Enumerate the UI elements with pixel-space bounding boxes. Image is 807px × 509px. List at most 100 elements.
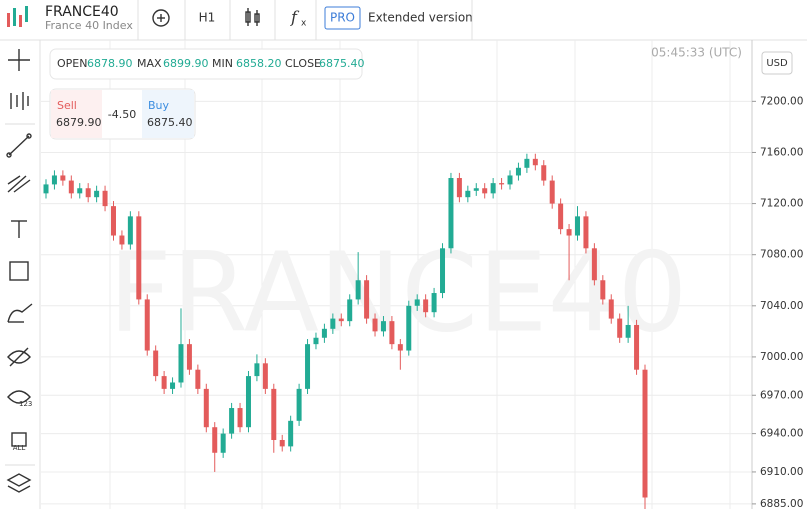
currency-label[interactable]: USD (766, 58, 788, 69)
y-tick-label: 7000.00 (760, 351, 803, 363)
layers-tool[interactable] (6, 473, 32, 493)
y-tick-label: 7160.00 (760, 146, 803, 158)
candle-body (94, 190, 100, 198)
svg-text:123: 123 (19, 400, 32, 408)
candle-body (271, 388, 277, 440)
candle-body (456, 178, 462, 198)
candle-body (608, 299, 614, 319)
pro-badge[interactable] (324, 6, 361, 30)
y-tick-label: 6940.00 (760, 428, 803, 440)
candle-body (625, 324, 631, 338)
candles (43, 153, 648, 509)
candle-body (389, 321, 395, 345)
buy-price[interactable]: 6875.40 (147, 116, 193, 129)
brush-tool[interactable] (7, 303, 33, 323)
candle-body (515, 167, 521, 176)
candle-body (355, 280, 361, 300)
buy-label[interactable]: Buy (148, 99, 170, 112)
candle-body (465, 190, 471, 198)
candle-body (414, 299, 420, 306)
buy-button[interactable] (142, 90, 194, 138)
symbol[interactable]: FRANCE40 (45, 4, 119, 20)
extended-version[interactable]: Extended version (368, 11, 473, 25)
candle-body (440, 248, 446, 294)
candle-body (254, 363, 260, 377)
watermark: FRANCE40 (108, 228, 687, 356)
y-tick-label: 6885.00 (760, 498, 803, 509)
pro-label[interactable]: PRO (330, 11, 355, 25)
clock: 05:45:33 (UTC) (651, 46, 742, 60)
bars-tool[interactable] (10, 92, 29, 110)
chart-type-button[interactable] (245, 8, 260, 26)
candle-body (153, 350, 159, 377)
candle-body (330, 318, 336, 329)
price-axis: 7200.00 7160.00 7120.00 7080.00 7040.00 7000.… (752, 95, 803, 509)
candle-body (178, 344, 184, 383)
candle-body (423, 299, 429, 313)
candle-body (347, 299, 353, 322)
candle-body (338, 318, 344, 322)
ohlc-label: MAX (137, 57, 162, 70)
svg-text:ALL: ALL (13, 444, 26, 452)
y-tick-label: 7120.00 (760, 198, 803, 210)
candle-body (110, 206, 116, 236)
candle-body (262, 363, 268, 389)
candle-body (583, 216, 589, 249)
sell-button[interactable] (51, 90, 102, 138)
candle-body (321, 328, 327, 338)
ohlc-value: 6858.20 (236, 57, 282, 70)
sell-label[interactable]: Sell (57, 99, 77, 112)
candle-body (642, 369, 648, 498)
spread: -4.50 (108, 108, 136, 121)
candle-body (617, 318, 623, 338)
candle-body (51, 175, 57, 185)
candle-body (229, 408, 235, 434)
y-tick-label: 7040.00 (760, 300, 803, 312)
candle-body (203, 388, 209, 428)
currency-button[interactable] (761, 51, 793, 75)
candle-body (127, 216, 133, 245)
candle-body (473, 188, 479, 191)
shape-tool[interactable] (9, 261, 29, 281)
logo (7, 6, 28, 27)
text-tool[interactable] (11, 220, 27, 238)
candle-body (212, 427, 218, 453)
y-tick-label: 6970.00 (760, 389, 803, 401)
trend-line-tool[interactable] (6, 133, 32, 158)
add-button[interactable] (152, 9, 170, 27)
candle-body (448, 178, 454, 249)
candle-body (558, 203, 564, 230)
sell-price[interactable]: 6879.90 (56, 116, 102, 129)
candle-body (482, 188, 488, 194)
candle-body (237, 408, 243, 428)
delete-all[interactable]: ALL (11, 432, 27, 452)
candle-body (406, 305, 412, 351)
candle-body (279, 439, 285, 447)
hide-labels[interactable]: 123 (7, 390, 32, 408)
hide-drawings[interactable] (7, 347, 31, 367)
candle-body (566, 229, 572, 236)
ohlc-label: CLOSE (285, 57, 321, 70)
candle-body (305, 344, 311, 389)
candle-body (634, 324, 640, 370)
candle-body (245, 376, 251, 428)
ohlc-label: MIN (212, 57, 233, 70)
candle-body (499, 183, 505, 185)
candle-body (600, 280, 606, 300)
candle-body (313, 337, 319, 345)
candle-body (186, 344, 192, 370)
candle-body (575, 216, 581, 236)
timeframe-button[interactable]: H1 (199, 11, 216, 25)
candle-body (288, 420, 294, 447)
y-tick-label: 7200.00 (760, 95, 803, 107)
crosshair-tool[interactable] (8, 49, 30, 71)
candle-body (296, 388, 302, 421)
candle-body (532, 158, 538, 166)
candle-body (68, 180, 74, 194)
candle-body (372, 318, 378, 332)
candle-body (195, 369, 201, 389)
fib-tool[interactable] (7, 175, 31, 193)
candle-body (85, 188, 91, 198)
